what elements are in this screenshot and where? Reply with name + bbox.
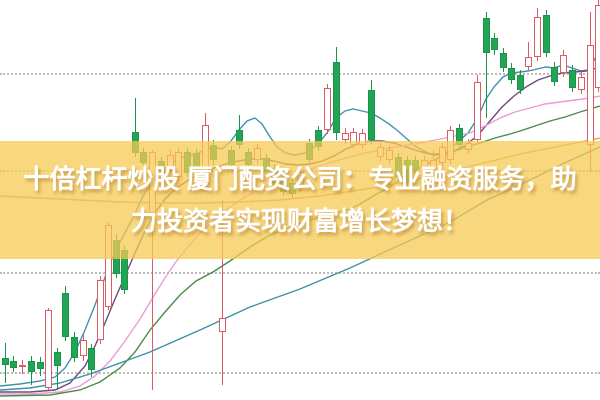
candle-wick	[134, 98, 136, 157]
candle-up	[577, 77, 585, 90]
gridline	[0, 372, 600, 374]
candle-down	[490, 38, 498, 50]
candle-up	[559, 55, 567, 73]
candle-down	[482, 18, 490, 53]
candle-up	[218, 318, 226, 332]
promo-banner: 十倍杠杆炒股 厦门配资公司：专业融资服务，助 力投资者实现财富增长梦想！	[0, 141, 600, 259]
banner-text-line-1: 十倍杠杆炒股 厦门配资公司：专业融资服务，助	[23, 164, 577, 194]
candle-up	[594, 5, 600, 88]
candle-down	[507, 68, 515, 80]
candle-up	[96, 280, 104, 340]
candle-down	[542, 15, 550, 53]
candle-wick	[221, 200, 223, 385]
candle-down	[27, 361, 35, 372]
candle-up	[533, 17, 541, 57]
candle-wick	[21, 360, 23, 374]
candle-wick	[485, 12, 487, 118]
candle-wick	[56, 348, 58, 390]
candle-down	[332, 62, 340, 133]
candle-up	[524, 57, 532, 67]
candle-down	[550, 67, 558, 82]
candle-wick	[151, 150, 153, 390]
candle-wick	[527, 42, 529, 71]
candle-down	[499, 53, 507, 68]
candle-up	[473, 82, 481, 140]
candle-down	[36, 362, 44, 369]
candle-down	[516, 75, 524, 90]
candle-down	[568, 70, 576, 88]
candle-up	[18, 365, 26, 367]
candle-up	[341, 133, 349, 140]
candle-down	[61, 293, 69, 337]
gridline	[0, 73, 600, 75]
candle-down	[53, 352, 61, 366]
candle-up	[323, 88, 331, 130]
candle-down	[87, 348, 95, 370]
gridline	[0, 272, 600, 274]
candle-down	[1, 358, 9, 365]
candle-down	[367, 90, 375, 140]
candle-down	[70, 337, 78, 358]
candle-up	[586, 45, 594, 145]
candle-down	[9, 361, 17, 368]
candle-up	[44, 310, 52, 388]
candle-up	[79, 340, 87, 356]
banner-text-line-2: 力投资者实现财富增长梦想！	[130, 206, 469, 236]
